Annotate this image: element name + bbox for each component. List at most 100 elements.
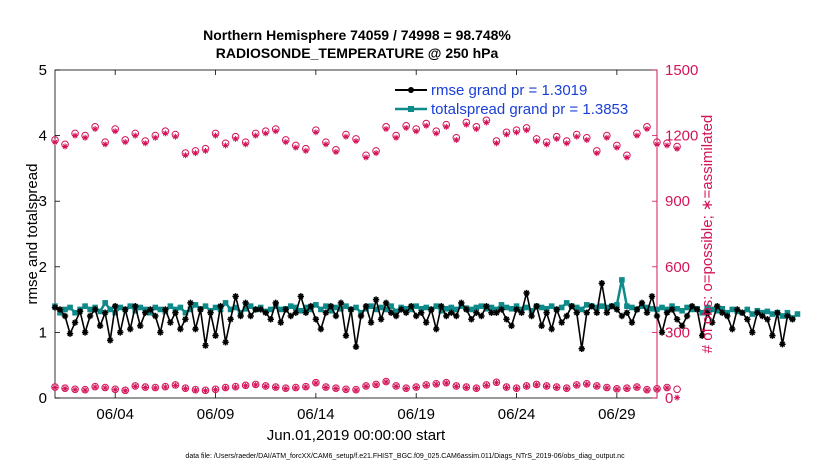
y-left-tick-label: 3 xyxy=(39,193,47,210)
rmse-point xyxy=(498,306,505,313)
totalspread-point xyxy=(112,309,118,316)
totalspread-point xyxy=(318,306,324,313)
rmse-point xyxy=(533,302,540,310)
totalspread-point xyxy=(573,304,580,311)
rmse-point xyxy=(784,312,791,320)
totalspread-point xyxy=(107,306,113,313)
rmse-point xyxy=(162,306,169,313)
totalspread-point xyxy=(689,306,695,313)
rmse-point xyxy=(247,312,254,320)
rmse-point xyxy=(553,306,560,313)
totalspread-point xyxy=(543,305,550,312)
rmse-point xyxy=(769,332,776,339)
rmse-point xyxy=(643,309,651,316)
rmse-point xyxy=(483,302,490,310)
obs-assimilated-point xyxy=(593,383,600,390)
obs-assimilated-point xyxy=(433,381,440,388)
obs-assimilated-point xyxy=(202,147,209,154)
totalspread-point xyxy=(438,307,445,314)
obs-assimilated-point xyxy=(182,152,189,159)
totalspread-point xyxy=(287,303,294,309)
totalspread-point xyxy=(604,304,610,311)
totalspread-point xyxy=(232,304,239,311)
totalspread-point xyxy=(578,306,585,313)
totalspread-point xyxy=(102,300,108,306)
y-axis-left-label: rmse and totalspread xyxy=(24,164,41,305)
obs-assimilated-point xyxy=(603,134,610,141)
rmse-point xyxy=(423,319,430,326)
obs-assimilated-point xyxy=(613,144,620,151)
rmse-point xyxy=(658,329,666,336)
totalspread-point xyxy=(624,303,630,309)
rmse-point xyxy=(182,316,189,323)
rmse-point xyxy=(463,306,470,313)
rmse-point xyxy=(433,325,440,333)
totalspread-point xyxy=(277,306,284,313)
obs-assimilated-point xyxy=(102,141,109,148)
rmse-point xyxy=(608,302,616,310)
obs-assimilated-point xyxy=(182,385,189,392)
rmse-point xyxy=(453,312,460,320)
obs-assimilated-point xyxy=(603,384,610,391)
rmse-point xyxy=(473,309,480,316)
totalspread-point xyxy=(408,306,414,313)
obs-assimilated-point xyxy=(664,384,671,391)
totalspread-point xyxy=(498,302,505,308)
rmse-point xyxy=(578,345,585,352)
rmse-point xyxy=(232,293,239,300)
obs-assimilated-point xyxy=(172,382,179,389)
totalspread-point xyxy=(202,303,209,309)
totalspread-point xyxy=(72,309,78,316)
rmse-point xyxy=(428,306,435,313)
obs-assimilated-point xyxy=(202,387,209,394)
rmse-point xyxy=(96,322,104,330)
totalspread-point xyxy=(684,304,690,311)
rmse-point xyxy=(693,306,701,313)
rmse-point xyxy=(523,289,530,297)
rmse-point xyxy=(352,343,360,351)
totalspread-point xyxy=(744,306,751,313)
obs-assimilated-point xyxy=(393,134,400,141)
rmse-point xyxy=(101,309,109,316)
y-left-tick-label: 4 xyxy=(39,128,47,145)
totalspread-point xyxy=(594,304,600,311)
obs-assimilated-point xyxy=(302,384,309,391)
rmse-point xyxy=(142,309,149,316)
obs-assimilated-point xyxy=(543,141,550,148)
totalspread-point xyxy=(794,311,801,317)
totalspread-point xyxy=(298,307,304,314)
x-tick-label: 06/19 xyxy=(397,406,435,423)
totalspread-point xyxy=(669,303,675,309)
totalspread-point xyxy=(182,309,189,316)
obs-assimilated-point xyxy=(413,384,420,391)
y-right-tick-label: 1500 xyxy=(665,62,698,79)
rmse-point xyxy=(739,309,746,316)
obs-assimilated-point xyxy=(533,381,540,388)
totalspread-point xyxy=(293,304,299,311)
obs-assimilated-point xyxy=(473,385,480,392)
obs-assimilated-point xyxy=(142,384,149,391)
obs-possible-point xyxy=(673,385,681,394)
x-tick-label: 06/29 xyxy=(598,406,636,423)
obs-assimilated-point xyxy=(222,384,229,391)
obs-assimilated-point xyxy=(332,385,339,392)
obs-assimilated-point xyxy=(513,385,520,392)
obs-assimilated-point xyxy=(533,138,540,145)
totalspread-point xyxy=(267,306,274,313)
rmse-point xyxy=(698,332,706,339)
y-right-tick-label: 1200 xyxy=(665,128,698,145)
rmse-point xyxy=(81,329,89,336)
totalspread-point xyxy=(343,303,349,309)
rmse-point xyxy=(362,302,370,310)
rmse-point xyxy=(242,299,249,307)
rmse-point xyxy=(56,306,64,313)
totalspread-point xyxy=(699,309,705,316)
obs-assimilated-point xyxy=(674,145,681,152)
rmse-point xyxy=(112,302,119,310)
obs-assimilated-point xyxy=(232,135,239,142)
totalspread-point xyxy=(644,304,650,311)
totalspread-point xyxy=(383,306,389,313)
rmse-point xyxy=(618,312,626,320)
rmse-point xyxy=(558,319,565,326)
obs-assimilated-point xyxy=(613,386,620,393)
